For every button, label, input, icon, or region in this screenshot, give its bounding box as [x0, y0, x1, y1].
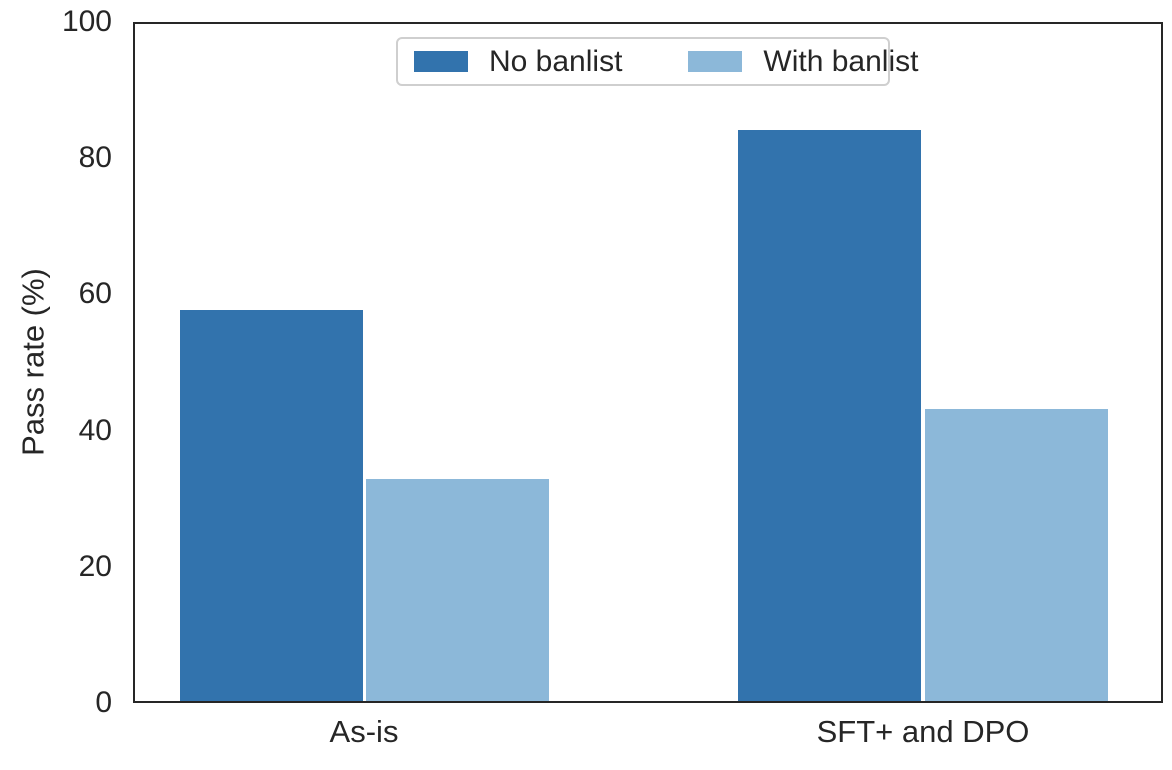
bar-no-banlist-sft-dpo	[737, 129, 921, 701]
x-tick-label-as-is: As-is	[329, 714, 399, 749]
bar-with-banlist-as-is	[365, 478, 549, 701]
legend-swatch-with-banlist	[688, 51, 743, 72]
legend: No banlist With banlist	[396, 37, 918, 86]
y-tick-label: 40	[78, 413, 112, 447]
y-tick-label: 80	[78, 141, 112, 175]
plot-inner	[135, 24, 1161, 701]
bar-no-banlist-as-is	[180, 310, 364, 701]
legend-swatch-no-banlist	[414, 51, 468, 72]
legend-label-with-banlist: With banlist	[763, 44, 919, 78]
y-tick-label: 60	[78, 277, 112, 311]
y-tick-label: 0	[95, 686, 112, 719]
y-tick-label: 20	[78, 549, 112, 583]
y-tick-label: 100	[61, 5, 112, 38]
x-tick-label-sft-dpo: SFT+ and DPO	[816, 714, 1030, 749]
legend-label-no-banlist: No banlist	[489, 44, 623, 78]
legend-item-with-banlist: With banlist	[688, 44, 919, 78]
legend-item-no-banlist: No banlist	[414, 44, 623, 78]
y-axis-tick-labels: 0 20 40 60 80 100	[0, 7, 112, 718]
plot-area	[133, 22, 1163, 703]
bar-with-banlist-sft-dpo	[925, 408, 1109, 701]
